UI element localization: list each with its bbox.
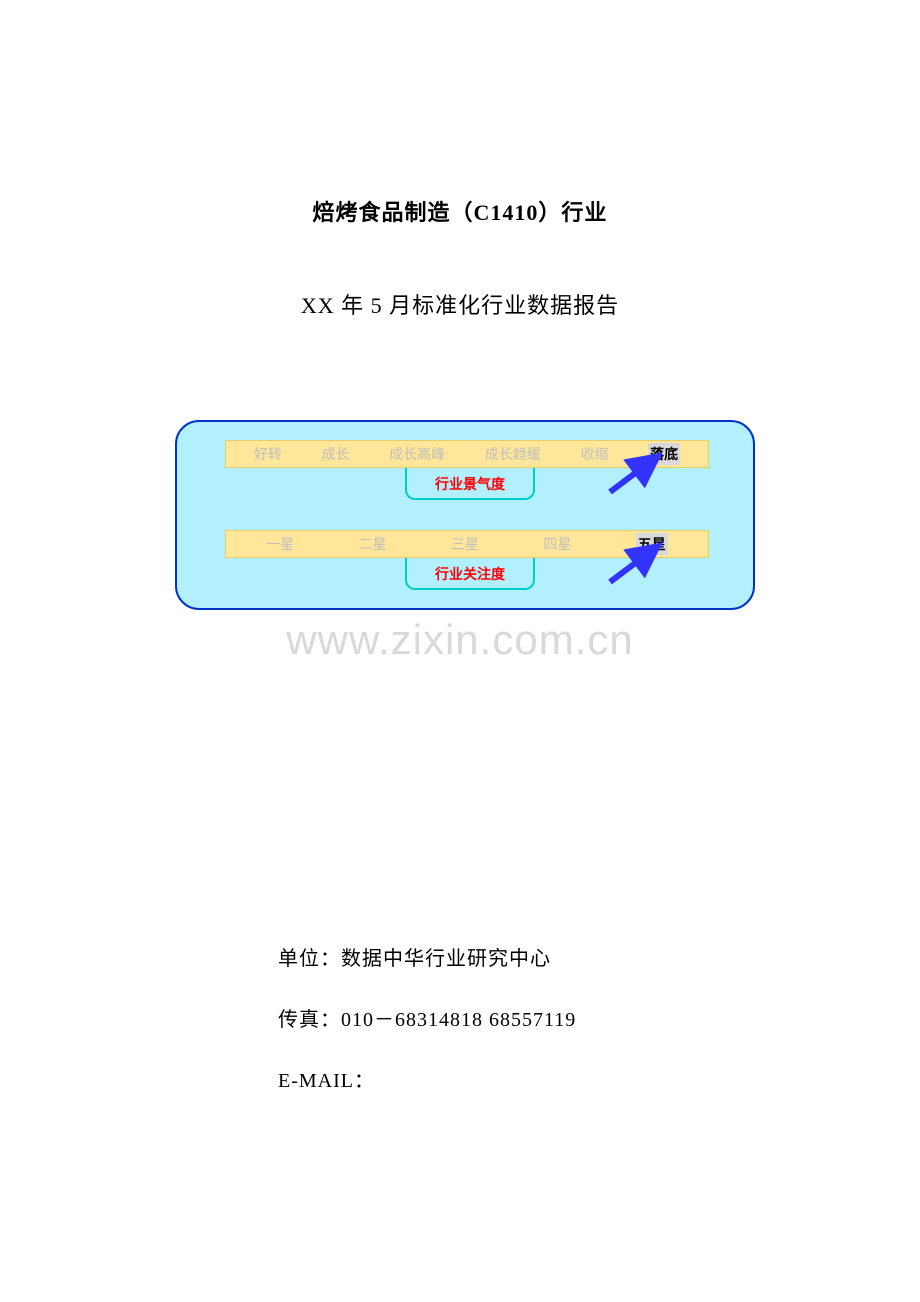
scale1-item-0: 好转 xyxy=(254,444,282,464)
watermark-text: www.zixin.com.cn xyxy=(0,616,920,664)
email-line: E-MAIL： xyxy=(278,1064,778,1093)
scale2-item-4-active: 五星 xyxy=(636,533,668,555)
subtitle: XX 年 5 月标准化行业数据报告 xyxy=(0,288,920,320)
scale2-item-1: 二星 xyxy=(359,534,387,554)
email-label: E-MAIL： xyxy=(278,1070,375,1092)
scale1-item-3: 成长趋缓 xyxy=(485,444,541,464)
unit-value: 数据中华行业研究中心 xyxy=(341,948,551,970)
scale2-item-3: 四星 xyxy=(543,534,571,554)
contact-info-block: 单位：数据中华行业研究中心 传真：010－68314818 68557119 E… xyxy=(278,942,778,1125)
attention-scale-bar: 一星 二星 三星 四星 五星 xyxy=(225,530,709,558)
unit-line: 单位：数据中华行业研究中心 xyxy=(278,942,778,971)
unit-label: 单位： xyxy=(278,948,341,970)
scale2-item-0: 一星 xyxy=(266,534,294,554)
fax-value: 010－68314818 68557119 xyxy=(341,1009,576,1031)
prosperity-label: 行业景气度 xyxy=(405,468,535,500)
industry-indicator-diagram: 好转 成长 成长高峰 成长趋缓 收缩 落底 行业景气度 一星 二星 三星 四星 … xyxy=(175,420,755,610)
attention-label: 行业关注度 xyxy=(405,558,535,590)
scale1-item-4: 收缩 xyxy=(580,444,608,464)
scale1-item-5-active: 落底 xyxy=(648,443,680,465)
fax-line: 传真：010－68314818 68557119 xyxy=(278,1003,778,1032)
scale1-item-2: 成长高峰 xyxy=(389,444,445,464)
scale1-item-1: 成长 xyxy=(321,444,349,464)
prosperity-scale-bar: 好转 成长 成长高峰 成长趋缓 收缩 落底 xyxy=(225,440,709,468)
scale2-item-2: 三星 xyxy=(451,534,479,554)
page-title: 焙烤食品制造（C1410）行业 xyxy=(0,195,920,227)
fax-label: 传真： xyxy=(278,1009,341,1031)
